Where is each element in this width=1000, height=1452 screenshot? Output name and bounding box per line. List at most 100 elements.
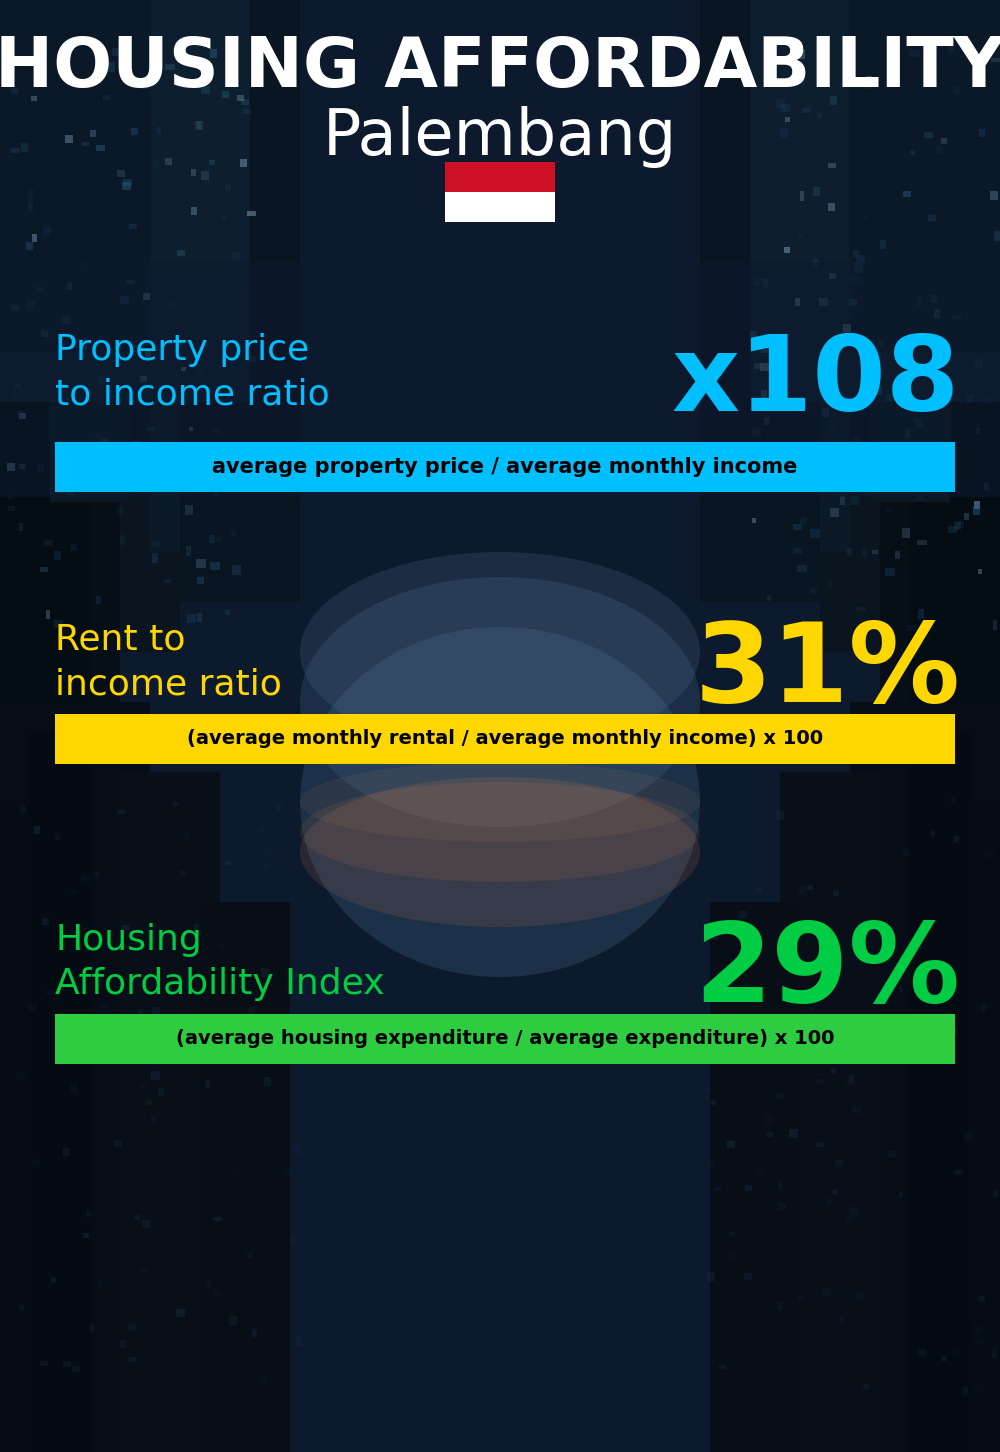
Bar [981,1003,986,1012]
Bar [129,224,137,229]
Bar [777,401,782,409]
Bar [41,330,48,337]
Bar [850,276,860,283]
Bar [936,55,942,61]
Bar [711,1101,716,1105]
Bar [191,170,196,176]
Bar [831,1069,836,1074]
Bar [70,1083,78,1092]
Bar [246,356,256,363]
Bar [0,701,150,1452]
Bar [885,568,895,576]
Bar [852,1106,861,1114]
Bar [131,479,141,484]
Bar [55,441,955,492]
Bar [810,529,820,539]
Bar [840,1314,844,1323]
Bar [765,1117,773,1124]
Bar [55,714,955,764]
Bar [886,507,891,511]
Bar [812,452,820,462]
Bar [115,396,119,404]
Text: Property price
to income ratio: Property price to income ratio [55,333,330,411]
Bar [954,835,959,842]
Bar [11,305,19,309]
Bar [62,315,70,324]
Bar [954,1170,962,1175]
Bar [974,1326,981,1333]
Bar [96,354,101,360]
Bar [122,182,131,190]
Bar [49,488,55,495]
Bar [928,215,936,221]
Bar [141,1085,146,1089]
Bar [222,90,229,97]
Bar [801,77,805,86]
Bar [902,529,910,537]
Bar [185,505,193,514]
Bar [158,1088,164,1098]
Bar [240,158,247,167]
Text: 31%: 31% [694,619,960,726]
Bar [745,1185,752,1191]
Bar [222,216,227,221]
Text: average property price / average monthly income: average property price / average monthly… [212,457,798,478]
Bar [978,1297,985,1301]
Bar [710,902,800,1452]
Bar [802,107,810,113]
Bar [910,0,1000,852]
Bar [752,428,761,437]
Bar [142,449,146,456]
Bar [984,482,989,491]
Bar [225,183,231,190]
Bar [880,0,1000,752]
Bar [835,1160,843,1166]
Bar [0,0,90,852]
Bar [850,701,1000,1452]
Bar [827,937,835,941]
Bar [163,1018,168,1027]
Bar [164,579,171,584]
Bar [0,0,250,402]
Bar [820,0,1000,652]
Bar [828,581,832,587]
Bar [994,231,1000,241]
Bar [822,1288,830,1297]
Bar [883,1031,891,1035]
Bar [827,301,835,305]
Bar [924,132,933,138]
Bar [29,1003,37,1011]
Text: x108: x108 [672,331,960,433]
Bar [129,1356,136,1362]
Bar [828,203,835,211]
Bar [95,871,99,877]
Bar [785,118,790,122]
Bar [143,293,150,301]
Bar [944,468,953,475]
Bar [10,148,20,152]
Bar [973,507,980,514]
Bar [28,202,33,211]
Bar [82,142,89,147]
Bar [830,96,837,105]
Bar [807,886,813,890]
Ellipse shape [300,762,700,842]
Bar [752,1025,757,1034]
Bar [799,886,805,894]
Bar [79,261,85,266]
Bar [101,439,108,447]
Bar [46,610,50,619]
Bar [26,242,33,250]
Bar [445,192,555,222]
Bar [891,46,899,54]
Bar [867,84,871,90]
Bar [26,301,35,309]
Bar [760,363,769,372]
Bar [264,1077,271,1086]
Bar [54,552,61,559]
Bar [941,138,947,144]
Bar [779,1202,786,1210]
Bar [114,1140,122,1147]
Bar [152,1008,160,1016]
Bar [134,1215,140,1220]
